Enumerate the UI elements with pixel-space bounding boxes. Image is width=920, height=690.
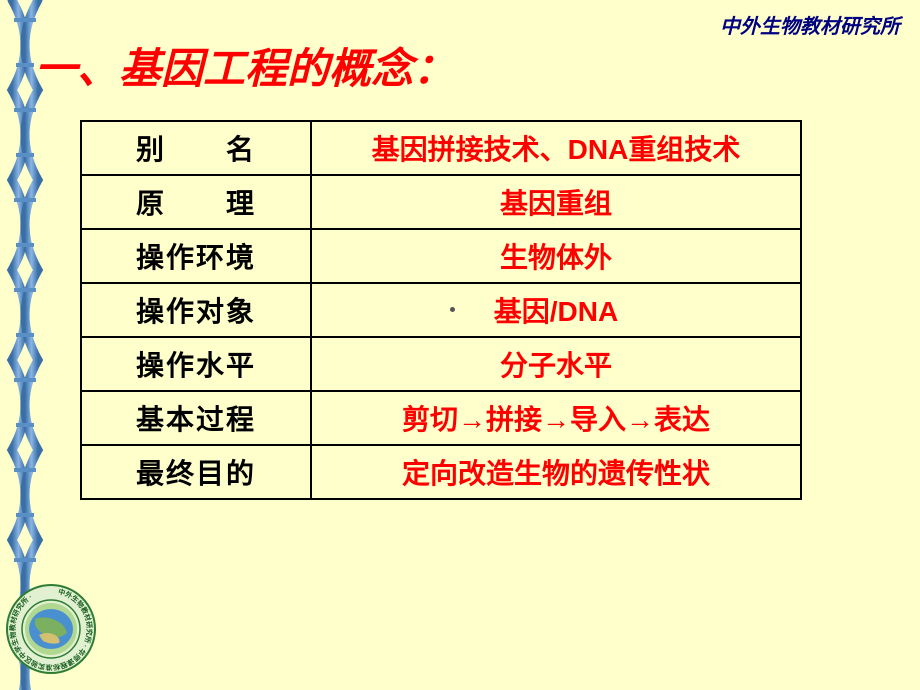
row-value: 剪切→拼接→导入→表达 [311,391,801,445]
concept-table: 别 名 基因拼接技术、DNA重组技术 原 理 基因重组 操作环境 生物体外 操作… [80,120,802,500]
row-label: 别 名 [81,121,311,175]
table-row: 别 名 基因拼接技术、DNA重组技术 [81,121,801,175]
cursor-dot [450,307,455,312]
table-row: 操作环境 生物体外 [81,229,801,283]
row-value: 生物体外 [311,229,801,283]
table-row: 操作对象 基因/DNA [81,283,801,337]
table-row: 基本过程 剪切→拼接→导入→表达 [81,391,801,445]
row-value: 分子水平 [311,337,801,391]
row-value: 定向改造生物的遗传性状 [311,445,801,499]
table-row: 原 理 基因重组 [81,175,801,229]
org-badge: 中外生物教材研究所 · 华师课程标准实验区中学生物教材研究所 · [5,583,97,675]
row-label: 最终目的 [81,445,311,499]
row-label: 基本过程 [81,391,311,445]
row-label: 操作对象 [81,283,311,337]
row-value: 基因拼接技术、DNA重组技术 [311,121,801,175]
org-name: 中外生物教材研究所 [720,10,900,39]
row-label: 操作环境 [81,229,311,283]
page-title: 一、基因工程的概念： [35,35,455,96]
row-label: 操作水平 [81,337,311,391]
table-row: 最终目的 定向改造生物的遗传性状 [81,445,801,499]
table-row: 操作水平 分子水平 [81,337,801,391]
row-label: 原 理 [81,175,311,229]
row-value: 基因/DNA [311,283,801,337]
row-value: 基因重组 [311,175,801,229]
